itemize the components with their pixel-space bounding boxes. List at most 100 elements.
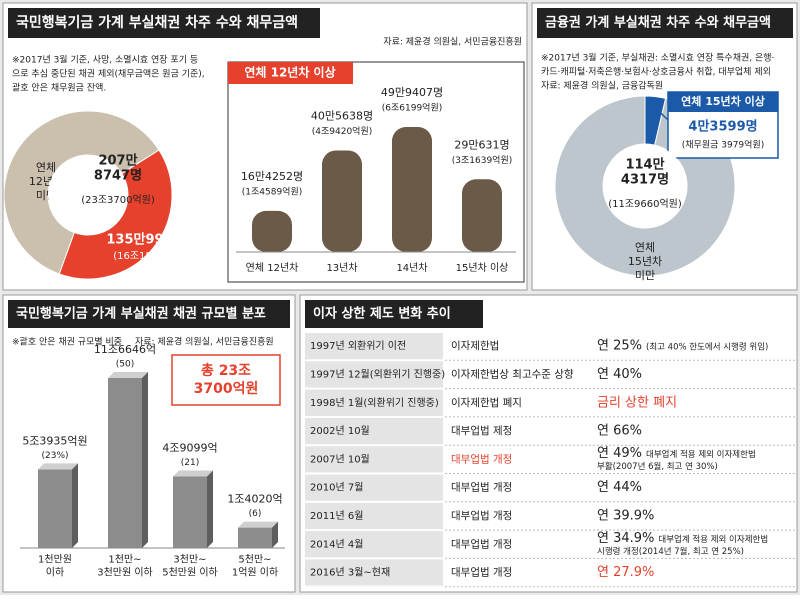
rate: 연 66% xyxy=(597,424,642,439)
amount-label: (4조9420억원) xyxy=(312,125,373,137)
bar xyxy=(322,150,362,252)
title-bar xyxy=(537,8,793,38)
value-label: 4만3599명 xyxy=(688,119,757,135)
x-tick-label: 15년차 이상 xyxy=(456,262,509,274)
amount-label: (23조3700억원) xyxy=(81,194,155,206)
value-label: 16만4252명 xyxy=(241,170,303,183)
law: 대부업법 개정 xyxy=(451,537,512,550)
pie-hole xyxy=(48,155,128,235)
law: 대부업법 개정 xyxy=(451,509,512,522)
category-label: 연체 15년차 미만 xyxy=(628,241,662,282)
rate-note: 대부업계 적용 제외 이자제한법 xyxy=(658,534,768,545)
value-label: 207만 8747명 xyxy=(94,152,142,183)
rate-note: 시행령 개정(2014년 7월, 최고 연 25%) xyxy=(597,546,744,557)
amount-label: (21) xyxy=(181,458,199,468)
bar xyxy=(173,476,207,548)
rate: 연 25% xyxy=(597,339,642,354)
total-box xyxy=(171,354,281,406)
bar-top xyxy=(238,521,278,528)
bar-side xyxy=(207,470,213,548)
rate: 연 49% xyxy=(597,446,642,461)
bar xyxy=(238,527,272,548)
bar xyxy=(38,469,72,548)
date: 1997년 12월(외환위기 진행중) xyxy=(310,367,445,380)
value-label: 135만9928명 xyxy=(106,232,193,248)
amount-label: (6조6199억원) xyxy=(382,102,443,114)
value-label: 29만631명 xyxy=(454,138,509,151)
callout-line xyxy=(653,105,669,121)
rate: 연 44% xyxy=(597,480,642,495)
x-tick-label: 5천만~ 1억원 이하 xyxy=(232,554,278,579)
bar-side xyxy=(72,463,78,548)
note: ※2017년 3월 기준, 사망, 소멸시효 연장 포기 등 xyxy=(12,54,198,66)
amount-label: (1조4589억원) xyxy=(242,185,303,197)
x-tick-label: 1천만원 이하 xyxy=(38,554,72,579)
x-tick-label: 13년차 xyxy=(326,262,357,274)
date: 2007년 10월 xyxy=(310,453,370,465)
bar xyxy=(108,378,142,548)
x-tick-label: 14년차 xyxy=(396,262,427,274)
amount-label: (6) xyxy=(249,509,262,519)
date: 2016년 3월~현재 xyxy=(310,567,390,579)
x-tick-label: 3천만~ 5천만원 이하 xyxy=(162,554,218,579)
rate: 금리 상한 폐지 xyxy=(597,395,677,410)
chart-title: 금융권 가계 부실채권 차주 수와 채무금액 xyxy=(545,15,771,31)
value-label: 11조6646억 xyxy=(94,343,156,356)
chart-title: 연체 12년차 이상 xyxy=(244,65,335,80)
law: 대부업법 개정 xyxy=(451,481,512,494)
amount-label: (채무원금 3979억원) xyxy=(682,139,764,151)
value-label: 5조3935억원 xyxy=(22,434,87,447)
law: 이자제한법상 최고수준 상향 xyxy=(451,368,574,380)
date: 2002년 10월 xyxy=(310,425,370,437)
amount-label: (50) xyxy=(116,360,134,370)
rate: 연 34.9% xyxy=(597,531,654,546)
chart-title: 국민행복기금 가계 부실채권 채권 규모별 분포 xyxy=(16,306,266,322)
date-cell xyxy=(305,361,443,388)
total-label: 총 23조 3700억원 xyxy=(194,363,259,397)
x-tick-label: 1천만~ 3천만원 이하 xyxy=(97,554,153,579)
law: 대부업법 개정 xyxy=(451,452,512,465)
date-cell xyxy=(305,474,443,501)
x-tick-label: 연체 12년차 xyxy=(246,262,299,274)
source: 자료: 제윤경 의원실, 서민금융진흥원 xyxy=(383,36,522,48)
bar-top xyxy=(173,470,213,477)
bar-side xyxy=(142,372,148,548)
date-cell xyxy=(305,417,443,445)
date: 2011년 6월 xyxy=(310,510,363,522)
note: ※괄호 안은 채권 규모별 비중 xyxy=(12,336,122,348)
note: ※2017년 3월 기준, 부실채권: 소멸시효 연장 특수채권, 은행· xyxy=(541,52,774,64)
value-label: 1조4020억 xyxy=(227,493,282,506)
bar xyxy=(462,179,502,252)
callout-header xyxy=(668,92,778,112)
date-cell xyxy=(305,333,443,360)
law: 대부업법 제정 xyxy=(451,424,512,437)
title-bar xyxy=(8,300,290,328)
law: 대부업법 개정 xyxy=(451,566,512,579)
title-bar xyxy=(305,300,483,328)
category-label: 연체 15년차 이상 xyxy=(681,94,765,108)
value-label: 114만 4317명 xyxy=(621,156,669,187)
pie-hole xyxy=(603,144,687,228)
bar xyxy=(392,127,432,252)
frame-header xyxy=(228,62,353,84)
value-label: 49만9407명 xyxy=(381,86,443,99)
value-label: 40만5638명 xyxy=(311,109,373,122)
amount-label: (11조9660억원) xyxy=(608,198,682,210)
amount-label: (3조1639억원) xyxy=(452,154,513,166)
bar-side xyxy=(272,521,278,548)
date: 2010년 7월 xyxy=(310,482,363,494)
value-label: 4조9099억 xyxy=(162,441,217,454)
note: 으로 추심 중단된 채권 제외(채무금액은 원금 기준), xyxy=(12,68,205,80)
rate: 연 39.9% xyxy=(597,508,654,523)
chart-title: 국민행복기금 가계 부실채권 차주 수와 채무금액 xyxy=(16,14,298,31)
date: 2014년 4월 xyxy=(310,538,363,550)
amount-label: (16조1847억원) xyxy=(113,250,187,262)
date: 1997년 외환위기 이전 xyxy=(310,339,406,352)
date: 1998년 1월(외환위기 진행중) xyxy=(310,396,439,409)
date-cell xyxy=(305,389,443,416)
bar-top xyxy=(108,372,148,378)
table-title: 이자 상한 제도 변화 추이 xyxy=(313,306,451,322)
law: 이자제한법 xyxy=(451,340,499,352)
amount-label: (23%) xyxy=(41,451,68,461)
